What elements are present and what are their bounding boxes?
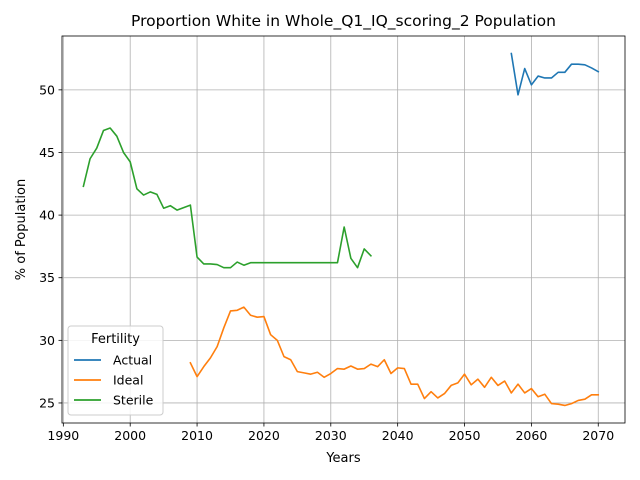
legend-items: Actual Ideal Sterile: [74, 353, 154, 408]
legend-label-sterile: Sterile: [113, 393, 154, 408]
x-tick-label: 2050: [449, 428, 481, 443]
legend-box: [67, 325, 164, 416]
x-tick-label: 1990: [47, 428, 79, 443]
plot-frame: [61, 35, 626, 424]
x-tick-label: 2060: [515, 428, 547, 443]
legend-title: Fertility: [91, 332, 140, 347]
x-tick-label: 2000: [114, 428, 146, 443]
y-axis-title: % of Population: [14, 179, 29, 280]
series-line-ideal: [189, 306, 600, 407]
x-tick-label: 2010: [181, 428, 213, 443]
legend: Fertility Actual Ideal Sterile: [67, 325, 164, 416]
y-tick-label: 30: [39, 333, 55, 348]
y-tick-label: 50: [39, 82, 55, 97]
x-tick-label: 2030: [315, 428, 347, 443]
y-tick-label: 35: [39, 270, 55, 285]
x-tick-label: 2040: [382, 428, 414, 443]
y-tick-label: 25: [39, 395, 55, 410]
x-axis-title: Years: [325, 451, 361, 466]
chart-title: Proportion White in Whole_Q1_IQ_scoring_…: [131, 12, 556, 31]
y-tick-label: 45: [39, 145, 55, 160]
axis-ticks: 1990 2000 2010 2020 2030 2040 2050 2060 2070 25 30…: [39, 82, 614, 443]
legend-label-ideal: Ideal: [113, 373, 143, 388]
y-tick-label: 40: [39, 208, 55, 223]
x-tick-label: 2070: [582, 428, 614, 443]
series-lines: [82, 52, 600, 407]
legend-label-actual: Actual: [113, 353, 152, 368]
x-tick-label: 2020: [248, 428, 280, 443]
series-line-sterile: [82, 127, 373, 269]
series-line-actual: [510, 52, 600, 96]
